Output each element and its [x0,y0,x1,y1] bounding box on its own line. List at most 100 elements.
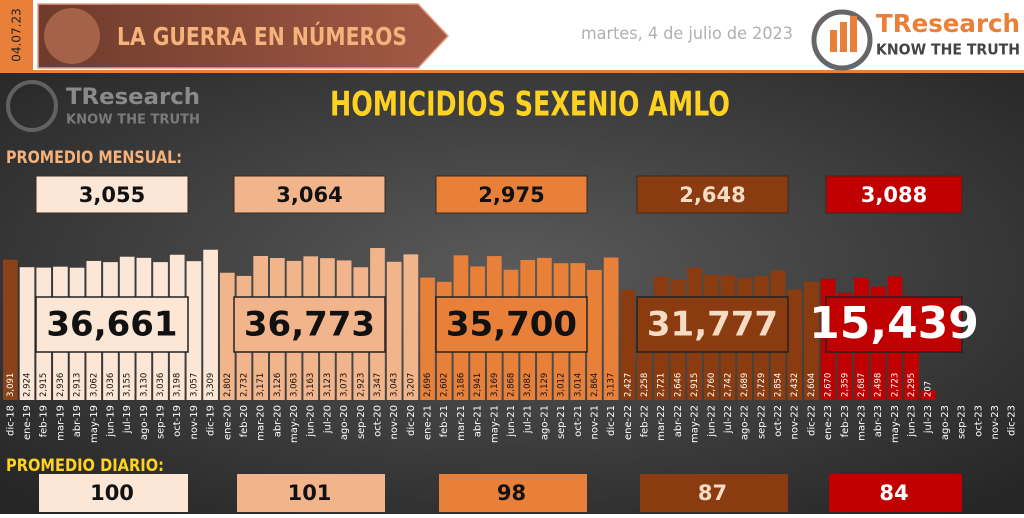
x-tick-label: jun-20 [306,405,317,438]
x-tick-label: ago-21 [539,405,550,440]
bar-value-label: 2,604 [807,373,817,397]
bar-value-label: 2,923 [356,373,366,397]
bar-value-label: 3,123 [323,373,333,397]
bar-value-label: 2,696 [423,373,433,397]
bar-value-label: 3,130 [139,373,149,397]
x-tick-label: dic-18 [5,405,16,436]
daily-box [237,474,385,512]
x-tick-label: nov-22 [790,405,801,439]
total-box [825,296,963,353]
x-tick-label: ene-19 [22,405,33,440]
x-tick-label: feb-23 [840,405,851,437]
bar [19,267,35,400]
bar [787,289,803,400]
bar [603,257,619,400]
x-tick-label: abr-20 [272,405,283,437]
bar-value-label: 3,073 [340,373,350,397]
x-tick-label: oct-21 [573,405,584,437]
monthly-box [636,175,789,214]
x-tick-label: ene-21 [423,405,434,440]
x-tick-label: ago-22 [740,405,751,440]
x-tick-label: abr-23 [873,405,884,437]
total-value: 15,439 [809,298,979,349]
bar-value-label: 2,729 [757,373,767,397]
bar-value-label: 3,207 [406,373,416,397]
bar-value-label: 2,913 [73,373,83,397]
bar [386,261,402,400]
tagline: KNOW THE TRUTH [876,41,1020,59]
bar-value-label: 2,723 [890,373,900,397]
bar [219,272,235,400]
watermark-tagline: KNOW THE TRUTH [66,113,200,128]
monthly-box [35,175,189,214]
bar-value-label: 2,936 [56,373,66,397]
bar-value-label: 2,646 [673,373,683,397]
bar-value-label: 2,258 [640,373,650,397]
total-value: 36,773 [244,305,375,345]
x-tick-label: ago-19 [139,405,150,440]
bar-value-label: 2,721 [657,373,667,397]
bar-value-label: 2,864 [590,373,600,397]
bar-value-label: 3,043 [390,373,400,397]
bar-value-label: 2,760 [707,373,717,397]
bar-value-label: 3,129 [540,373,550,397]
daily-label: PROMEDIO DIARIO: [6,456,164,476]
bar-value-label: 2,432 [790,373,800,397]
x-tick-label: oct-20 [372,405,383,437]
banner-icon [44,8,100,64]
x-tick-label: dic-21 [606,405,617,436]
bar-value-label: 207 [924,381,934,397]
x-tick-label: nov-20 [389,405,400,439]
daily-box [439,474,587,512]
bar-value-label: 3,062 [89,373,99,397]
banner-title: LA GUERRA EN NÚMEROS [117,21,407,51]
x-tick-label: sep-20 [356,405,367,439]
x-tick-label: mar-21 [456,405,467,441]
x-tick-label: nov-23 [990,405,1001,439]
total-value: 35,700 [446,305,577,345]
monthly-box [435,175,588,214]
monthly-value: 2,648 [679,183,745,207]
chart-title: HOMICIDIOS SEXENIO AMLO [330,85,730,125]
total-box [35,296,189,353]
bar-value-label: 3,171 [256,373,266,397]
x-tick-label: dic-19 [206,405,217,436]
bar-value-label: 2,359 [840,373,850,397]
watermark-brand: TResearch [66,85,200,110]
bar-value-label: 2,687 [857,373,867,397]
bar-value-label: 2,732 [239,373,249,397]
x-tick-label: jul-20 [322,405,333,434]
daily-value: 101 [288,481,332,505]
x-tick-label: jun-22 [706,405,717,438]
bar-value-label: 3,169 [490,373,500,397]
header-rule [0,70,1024,73]
x-tick-label: jul-22 [723,405,734,434]
bar [920,390,936,400]
bar-value-label: 2,802 [223,373,233,397]
total-value: 31,777 [647,305,778,345]
x-tick-label: sep-22 [756,405,767,439]
total-box [233,296,386,353]
monthly-value: 3,064 [276,183,342,207]
x-tick-label: jun-19 [105,405,116,438]
date-tab-text: 04.07.23 [10,8,24,61]
x-tick-label: mar-22 [656,405,667,441]
x-tick-label: mar-23 [856,405,867,441]
x-tick-label: feb-20 [239,405,250,437]
bar [587,269,602,400]
logo-bar [830,30,837,52]
bar-value-label: 3,126 [273,373,283,397]
x-tick-label: jun-21 [506,405,517,438]
x-tick-label: nov-19 [189,405,200,439]
bar [420,277,435,400]
x-tick-label: jul-21 [523,405,534,434]
bar-value-label: 2,868 [507,373,517,397]
date-long: martes, 4 de julio de 2023 [581,24,793,44]
bar-value-label: 2,295 [907,373,917,397]
daily-value: 84 [879,481,908,505]
x-tick-label: jul-23 [923,405,934,434]
x-tick-label: mar-19 [55,405,66,441]
x-tick-label: sep-23 [957,405,968,439]
x-tick-label: may-22 [690,405,701,443]
bar-value-label: 2,498 [874,373,884,397]
